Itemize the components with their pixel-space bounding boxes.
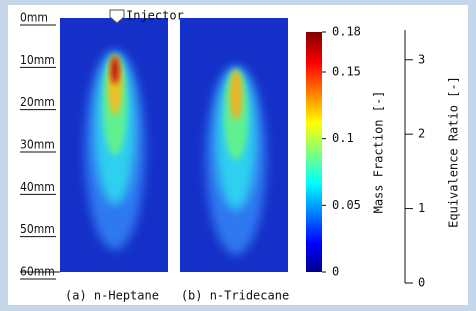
colorbar-tick-label: 0.05 (332, 198, 361, 212)
colorbar-label: Mass Fraction [-] (372, 91, 386, 214)
ratio-axis-label: Equivalence Ratio [-] (447, 76, 461, 228)
figure: Injector Mass Fraction [-] Equivalence R… (0, 0, 476, 311)
ratio-tick-label: 3 (418, 52, 425, 66)
colorbar-tick-label: 0.1 (332, 131, 354, 145)
panel-label: (a) n-Heptane (65, 289, 159, 303)
panel-label: (b) n-Tridecane (181, 289, 289, 303)
ratio-tick-label: 2 (418, 127, 425, 141)
depth-tick-label: 10mm (20, 53, 55, 67)
depth-tick-label: 60mm (20, 265, 55, 279)
colorbar (306, 32, 322, 272)
colorbar-tick-label: 0.15 (332, 65, 361, 79)
plume-image-b (180, 18, 288, 272)
depth-tick-label: 20mm (20, 95, 55, 109)
depth-tick-label: 0mm (20, 11, 48, 25)
colorbar-tick-label: 0 (332, 265, 339, 279)
ratio-tick-label: 0 (418, 276, 425, 290)
depth-tick-label: 40mm (20, 180, 55, 194)
colorbar-tick-label: 0.18 (332, 25, 361, 39)
depth-tick-label: 50mm (20, 222, 55, 236)
plume-image-a (60, 18, 168, 272)
ratio-tick-label: 1 (418, 201, 425, 215)
annotation: Injector (126, 9, 184, 23)
depth-tick-label: 30mm (20, 138, 55, 152)
